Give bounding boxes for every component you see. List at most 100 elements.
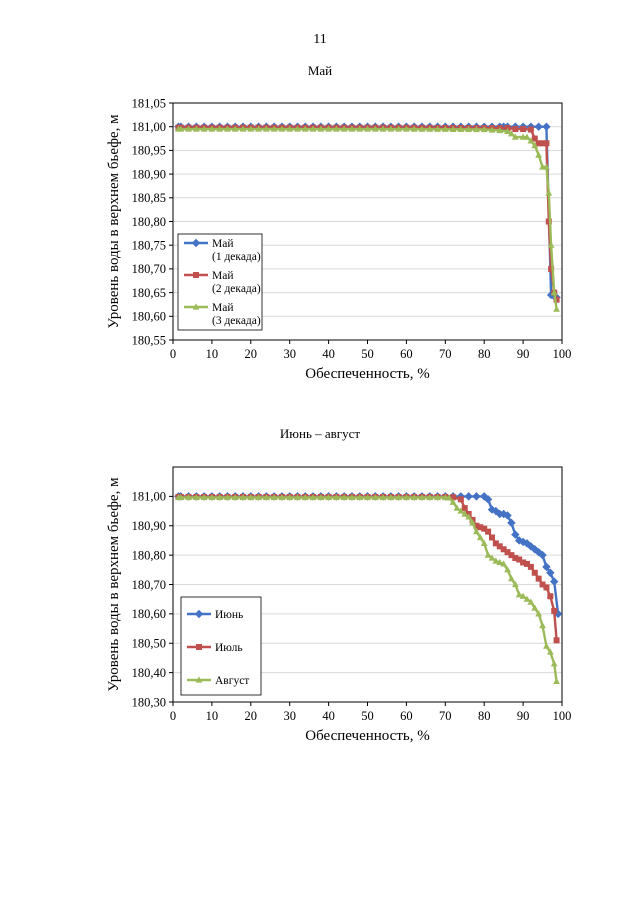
x-axis-label: Обеспеченность, % bbox=[305, 728, 429, 744]
data-point bbox=[508, 575, 515, 582]
y-tick-label: 180,85 bbox=[132, 191, 166, 205]
legend-entry-3: Август bbox=[187, 675, 249, 687]
data-point bbox=[480, 539, 488, 546]
data-point bbox=[539, 140, 546, 147]
legend: Май(1 декада)Май(2 декада)Май(3 декада) bbox=[177, 233, 263, 331]
data-point bbox=[465, 513, 473, 520]
data-point bbox=[348, 125, 356, 132]
data-point bbox=[301, 493, 309, 501]
x-tick-label: 50 bbox=[361, 347, 374, 361]
data-point bbox=[535, 151, 543, 158]
data-point bbox=[534, 122, 543, 131]
data-point bbox=[192, 493, 200, 501]
data-point bbox=[239, 125, 247, 132]
data-point bbox=[379, 493, 387, 501]
data-point bbox=[547, 241, 555, 248]
data-point bbox=[550, 289, 558, 296]
data-point bbox=[500, 546, 507, 553]
y-tick-label: 180,30 bbox=[132, 695, 166, 709]
data-point bbox=[255, 125, 262, 132]
data-point bbox=[485, 528, 492, 535]
data-point bbox=[255, 493, 262, 501]
data-point bbox=[527, 137, 535, 144]
data-point bbox=[492, 540, 499, 547]
data-point bbox=[247, 493, 255, 501]
x-tick-label: 20 bbox=[245, 347, 258, 361]
data-point bbox=[457, 496, 464, 503]
legend-marker bbox=[196, 644, 202, 650]
y-tick-label: 181,00 bbox=[132, 120, 166, 134]
data-point bbox=[538, 550, 547, 560]
data-point bbox=[551, 607, 558, 614]
data-point bbox=[294, 493, 301, 501]
data-point bbox=[535, 140, 542, 147]
data-point bbox=[364, 493, 371, 501]
data-point bbox=[519, 592, 527, 599]
data-point bbox=[542, 562, 551, 572]
data-point bbox=[553, 637, 560, 644]
data-point bbox=[512, 126, 519, 133]
data-point bbox=[418, 493, 426, 501]
data-point bbox=[364, 125, 371, 132]
x-tick-label: 80 bbox=[478, 709, 491, 723]
data-point bbox=[553, 296, 560, 303]
data-point bbox=[523, 595, 531, 602]
data-point bbox=[543, 584, 550, 591]
y-tick-label: 180,60 bbox=[132, 607, 166, 621]
data-point bbox=[531, 604, 539, 611]
data-point bbox=[332, 125, 340, 132]
y-tick-label: 180,65 bbox=[132, 286, 166, 300]
data-point bbox=[545, 218, 552, 225]
legend-entry-2: Май(2 декада) bbox=[184, 270, 261, 295]
x-tick-label: 70 bbox=[439, 709, 452, 723]
x-tick-label: 100 bbox=[553, 709, 572, 723]
legend-marker bbox=[192, 303, 200, 310]
y-tick-label: 181,05 bbox=[132, 96, 166, 110]
data-point bbox=[531, 142, 539, 149]
data-point bbox=[527, 563, 534, 570]
data-point bbox=[523, 133, 531, 140]
legend-label: Май bbox=[212, 302, 233, 314]
legend-entry-1: Июнь bbox=[187, 609, 243, 621]
data-point bbox=[492, 557, 500, 564]
data-point bbox=[177, 125, 185, 132]
y-axis-label: Уровень воды в верхнем бьефе, м bbox=[106, 477, 122, 692]
data-point bbox=[434, 493, 441, 501]
data-point bbox=[464, 492, 473, 501]
legend-label: Май bbox=[212, 238, 233, 250]
x-tick-label: 30 bbox=[283, 709, 296, 723]
data-point bbox=[216, 493, 224, 501]
legend-marker bbox=[193, 272, 199, 278]
data-point bbox=[504, 566, 511, 573]
data-point bbox=[503, 511, 512, 520]
data-point bbox=[553, 677, 560, 685]
x-tick-label: 20 bbox=[245, 709, 258, 723]
data-point bbox=[200, 493, 208, 501]
data-point bbox=[262, 125, 270, 132]
data-point bbox=[418, 125, 426, 132]
data-point bbox=[403, 125, 410, 132]
data-point bbox=[511, 530, 520, 539]
legend-label: Август bbox=[215, 675, 249, 687]
data-point bbox=[547, 593, 554, 600]
legend-marker bbox=[194, 609, 204, 619]
data-point bbox=[539, 581, 546, 588]
data-point bbox=[410, 493, 418, 501]
y-tick-label: 180,70 bbox=[132, 578, 166, 592]
data-point bbox=[270, 493, 278, 501]
data-point bbox=[224, 125, 231, 132]
data-point bbox=[531, 569, 538, 576]
x-axis-label: Обеспеченность, % bbox=[305, 366, 429, 382]
data-point bbox=[356, 493, 364, 501]
y-tick-label: 180,75 bbox=[132, 239, 166, 253]
x-tick-label: 60 bbox=[400, 709, 413, 723]
data-point bbox=[286, 493, 294, 501]
data-point bbox=[500, 560, 508, 567]
legend-entry-3: Май(3 декада) bbox=[184, 302, 261, 327]
data-point bbox=[535, 610, 543, 617]
data-point bbox=[473, 522, 480, 529]
data-point bbox=[457, 125, 465, 133]
y-tick-label: 180,90 bbox=[132, 167, 166, 181]
x-tick-label: 90 bbox=[517, 709, 530, 723]
data-point bbox=[317, 493, 325, 501]
